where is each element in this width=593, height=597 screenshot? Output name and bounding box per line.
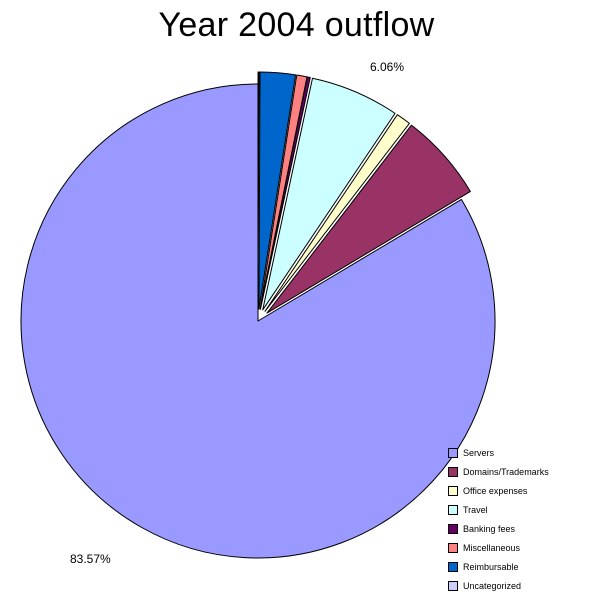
legend-item: Uncategorized — [448, 578, 521, 594]
pie-slice-uncategorized — [257, 71, 260, 310]
legend-swatch — [448, 524, 458, 534]
data-label-servers: 83.57% — [70, 552, 111, 566]
legend-item: Servers — [448, 445, 494, 461]
legend-swatch — [448, 581, 458, 591]
chart-title: Year 2004 outflow — [158, 6, 435, 44]
legend: Servers Domains/Trademarks Office expenses… — [448, 445, 588, 597]
legend-item: Domains/Trademarks — [448, 464, 549, 480]
legend-swatch — [448, 467, 458, 477]
legend-swatch — [448, 505, 458, 515]
pie-slice-domains-trademarks — [266, 124, 471, 314]
pie-slice-travel — [262, 77, 396, 311]
legend-label: Uncategorized — [463, 581, 522, 591]
legend-item: Travel — [448, 502, 488, 518]
legend-swatch — [448, 486, 458, 496]
legend-swatch — [448, 448, 458, 458]
pie-slice-reimbursable — [258, 71, 297, 310]
pie-slice-miscellaneous — [259, 74, 308, 310]
legend-item: Office expenses — [448, 483, 527, 499]
pie-slice-office-expenses — [264, 114, 410, 312]
legend-label: Miscellaneous — [463, 543, 521, 553]
legend-item: Reimbursable — [448, 559, 519, 575]
pie-slice-servers — [20, 83, 496, 559]
legend-label: Office expenses — [463, 486, 528, 496]
legend-label: Domains/Trademarks — [463, 467, 549, 477]
data-label-travel: 6.06% — [370, 60, 405, 74]
legend-swatch — [448, 562, 458, 572]
legend-label: Servers — [463, 448, 495, 458]
legend-item: Banking fees — [448, 521, 515, 537]
legend-label: Reimbursable — [463, 562, 519, 572]
legend-label: Banking fees — [463, 524, 516, 534]
legend-item: Miscellaneous — [448, 540, 520, 556]
legend-swatch — [448, 543, 458, 553]
legend-label: Travel — [463, 505, 488, 515]
